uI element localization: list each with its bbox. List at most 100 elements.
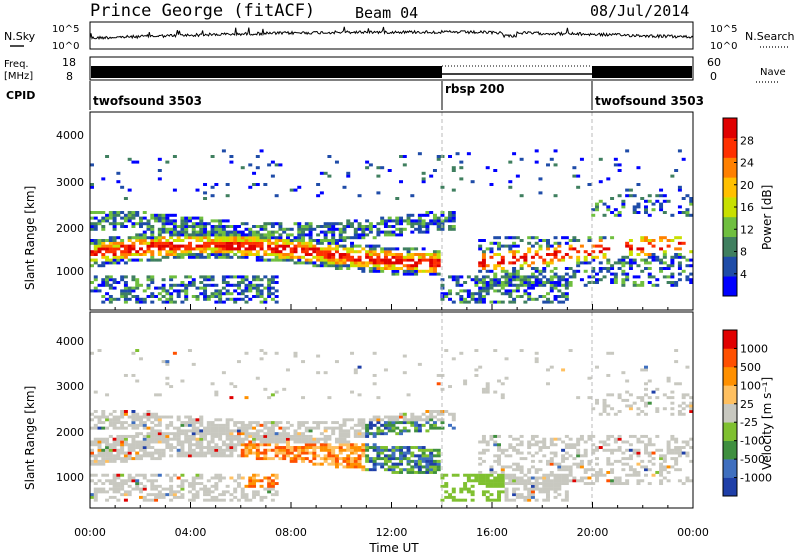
heatmap-cell [154,451,159,455]
heatmap-cell [154,412,159,416]
heatmap-cell [395,227,400,231]
heatmap-cell [391,423,396,427]
heatmap-cell [108,261,113,265]
heatmap-cell [621,371,626,375]
heatmap-cell [142,473,147,477]
heatmap-cell [131,295,136,298]
noise-panel-frame [89,21,694,50]
heatmap-cell [376,418,381,422]
heatmap-cell [225,219,230,223]
heatmap-cell [116,454,121,458]
heatmap-cell [546,244,550,248]
colorbar-tick-label: 100 [740,379,761,392]
heatmap-cell [372,462,377,466]
heatmap-cell [557,465,562,469]
heatmap-cell [282,244,287,248]
heatmap-cell [628,250,633,254]
heatmap-cell [221,239,226,242]
heatmap-cell [474,476,479,480]
heatmap-cell [515,258,520,262]
heatmap-cell [512,479,517,483]
heatmap-cell [357,446,362,449]
heatmap-cell [150,451,155,455]
heatmap-cell [519,194,524,198]
power-ytick-4000: 4000 [56,129,84,142]
heatmap-cell [497,379,501,383]
heatmap-cell [376,415,381,419]
heatmap-cell [617,479,622,483]
heatmap-cell [474,349,479,352]
heatmap-cell [640,236,645,240]
heatmap-cell [670,412,675,416]
heatmap-cell [172,473,177,477]
heatmap-cell [203,241,208,245]
heatmap-cell [534,479,539,483]
heatmap-cell [383,222,388,226]
heatmap-cell [184,250,189,254]
heatmap-cell [259,451,264,455]
heatmap-cell [165,297,170,301]
heatmap-cell [534,267,539,270]
heatmap-cell [478,297,483,301]
heatmap-cell [606,470,611,474]
heatmap-cell [252,244,257,248]
heatmap-cell [218,300,223,304]
heatmap-cell [319,264,324,268]
heatmap-cell [425,459,430,463]
heatmap-cell [312,239,317,242]
heatmap-cell [112,241,117,245]
heatmap-cell [274,236,279,240]
heatmap-cell [304,440,309,444]
heatmap-cell [90,440,94,444]
heatmap-cell [319,462,324,466]
heatmap-cell [165,244,170,248]
heatmap-cell [244,432,249,436]
heatmap-cell [116,241,121,245]
heatmap-cell [191,498,196,502]
heatmap-cell [391,253,396,256]
heatmap-cell [444,216,449,220]
heatmap-cell [432,426,437,430]
heatmap-cell [323,457,328,461]
heatmap-cell [97,448,102,452]
heatmap-cell [191,227,196,231]
heatmap-cell [218,292,223,296]
heatmap-cell [120,426,125,430]
heatmap-cell [644,236,648,240]
heatmap-cell [297,446,302,449]
heatmap-cell [191,255,196,259]
heatmap-cell [425,211,430,214]
heatmap-cell [270,174,275,178]
heatmap-cell [564,297,569,301]
heatmap-cell [191,295,196,298]
heatmap-cell [244,423,249,427]
heatmap-cell [255,448,260,452]
heatmap-cell [440,426,445,430]
heatmap-cell [644,208,648,212]
heatmap-cell [527,275,532,279]
heatmap-cell [504,357,509,361]
heatmap-cell [402,451,407,455]
heatmap-cell [101,410,106,413]
heatmap-cell [659,205,664,209]
heatmap-cell [319,258,324,262]
heatmap-cell [357,459,362,463]
heatmap-cell [229,434,234,438]
heatmap-cell [338,432,343,436]
heatmap-cell [346,174,351,178]
heatmap-cell [184,479,189,483]
heatmap-cell [240,429,245,433]
colorbar-frame [722,329,738,497]
heatmap-cell [610,197,615,200]
heatmap-cell [391,426,396,430]
heatmap-cell [613,275,618,279]
heatmap-cell [515,295,520,298]
heatmap-cell [331,241,336,245]
heatmap-cell [161,440,166,444]
heatmap-cell [274,437,279,441]
heatmap-cell [210,155,215,158]
heatmap-cell [146,434,151,438]
heatmap-cell [436,219,441,223]
heatmap-cell [610,451,615,455]
heatmap-cell [308,233,313,237]
